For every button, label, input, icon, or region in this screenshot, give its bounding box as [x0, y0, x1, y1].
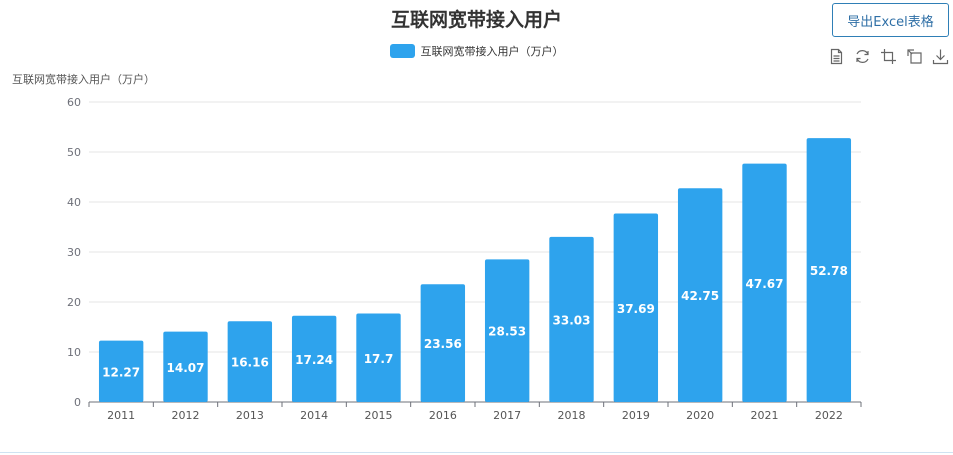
bar[interactable]: [806, 138, 852, 402]
divider: [0, 452, 953, 453]
bar-value-label: 16.16: [231, 356, 269, 370]
toolbox: [828, 48, 949, 65]
bar[interactable]: [549, 236, 594, 402]
x-tick-label: 2022: [815, 409, 843, 422]
y-axis-label: 互联网宽带接入用户（万户）: [12, 73, 155, 86]
x-tick-label: 2020: [686, 409, 714, 422]
x-tick-label: 2018: [558, 409, 586, 422]
x-tick-label: 2015: [365, 409, 393, 422]
bar-value-label: 47.67: [746, 277, 784, 291]
x-tick-label: 2016: [429, 409, 457, 422]
bar-value-label: 23.56: [424, 337, 462, 351]
crop-zoom-icon[interactable]: [880, 48, 897, 65]
bar[interactable]: [420, 284, 466, 402]
bar[interactable]: [742, 163, 787, 402]
bar-value-label: 14.07: [167, 361, 205, 375]
y-tick-label: 30: [67, 246, 81, 259]
download-icon[interactable]: [932, 48, 949, 65]
x-tick-label: 2011: [107, 409, 135, 422]
y-tick-label: 0: [74, 396, 81, 409]
x-tick-label: 2019: [622, 409, 650, 422]
y-tick-label: 60: [67, 96, 81, 109]
refresh-icon[interactable]: [854, 48, 871, 65]
x-tick-label: 2014: [300, 409, 328, 422]
bar[interactable]: [484, 259, 530, 402]
chart-title: 互联网宽带接入用户: [390, 9, 562, 31]
x-tick-label: 2021: [751, 409, 779, 422]
bar-value-label: 52.78: [810, 264, 848, 278]
bar-value-label: 33.03: [553, 313, 591, 327]
bar[interactable]: [677, 188, 723, 402]
x-tick-label: 2012: [172, 409, 200, 422]
bar[interactable]: [163, 331, 208, 402]
y-tick-label: 50: [67, 146, 81, 159]
bar-value-label: 37.69: [617, 302, 655, 316]
bar[interactable]: [291, 315, 337, 402]
legend[interactable]: 互联网宽带接入用户（万户）: [0, 43, 953, 59]
bar-value-label: 12.27: [102, 365, 140, 379]
data-view-icon[interactable]: [828, 48, 845, 65]
x-tick-label: 2017: [493, 409, 521, 422]
legend-label[interactable]: 互联网宽带接入用户（万户）: [420, 45, 564, 58]
y-tick-label: 20: [67, 296, 81, 309]
bar-value-label: 28.53: [488, 325, 526, 339]
bar[interactable]: [356, 313, 401, 403]
zoom-reset-icon[interactable]: [906, 48, 923, 65]
bar[interactable]: [613, 213, 659, 402]
bar-value-label: 17.7: [364, 352, 394, 366]
bar-value-label: 17.24: [295, 353, 333, 367]
bar-value-label: 42.75: [681, 289, 719, 303]
y-tick-label: 40: [67, 196, 81, 209]
legend-swatch[interactable]: [389, 44, 415, 58]
bar[interactable]: [98, 340, 144, 402]
bar[interactable]: [227, 321, 273, 402]
x-tick-label: 2013: [236, 409, 264, 422]
export-excel-button[interactable]: 导出Excel表格: [832, 3, 949, 37]
y-tick-label: 10: [67, 346, 81, 359]
